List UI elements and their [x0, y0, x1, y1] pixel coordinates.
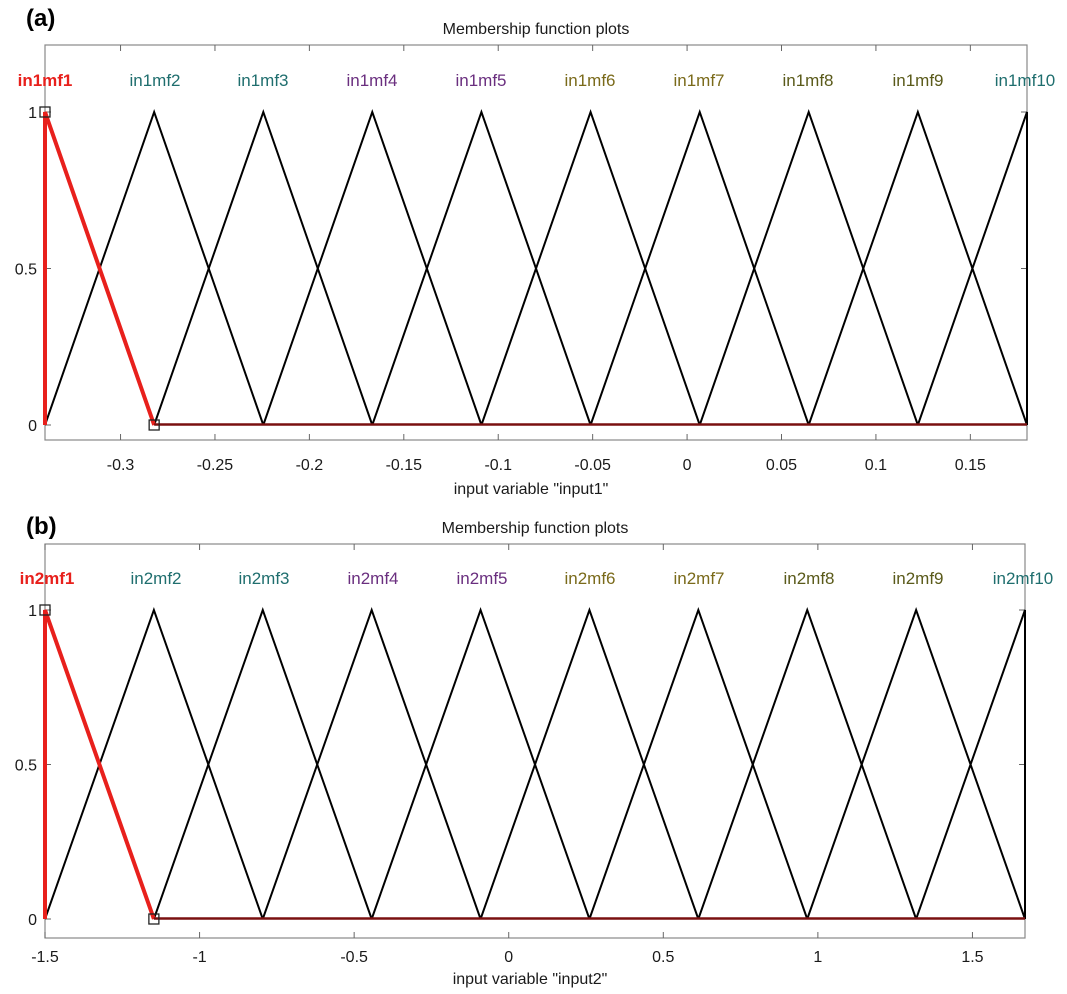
mf-name-label: in2mf9	[892, 569, 943, 588]
y-tick-label: 1	[28, 105, 37, 122]
x-tick-label: 0.05	[766, 457, 797, 474]
mf-curve-in2mf2	[44, 606, 264, 920]
selection-handle	[39, 604, 51, 616]
x-axis-label: input variable "input1"	[454, 481, 609, 498]
mf-name-label: in2mf1	[20, 569, 75, 588]
mf-name-label: in1mf1	[18, 71, 73, 90]
mf-name-label: in1mf2	[129, 71, 180, 90]
mf-name-label: in2mf5	[456, 569, 507, 588]
x-tick-label: -1.5	[31, 949, 59, 966]
mf-name-label: in2mf8	[783, 569, 834, 588]
mf-curve-in1mf5	[371, 108, 592, 426]
mf-curve-in2mf9	[806, 606, 1026, 920]
mf-curve-in1mf3	[153, 108, 374, 426]
mf-name-label: in1mf3	[237, 71, 288, 90]
mf-curve-in2mf4	[261, 606, 482, 920]
mf-curve-in1mf8	[698, 108, 919, 426]
plot-frame	[44, 543, 1026, 939]
mf-curve-in2mf5	[370, 606, 591, 920]
mf-name-label: in2mf7	[673, 569, 724, 588]
x-tick-label: 0	[504, 949, 513, 966]
x-tick-label: -0.3	[107, 457, 135, 474]
panel-label-b: (b)	[26, 513, 57, 540]
mf-curve-in1mf10	[916, 111, 1028, 426]
mf-name-label: in1mf4	[346, 71, 397, 90]
plot-frame	[44, 44, 1028, 441]
x-axis-label: input variable "input2"	[453, 971, 608, 988]
mf-name-label: in2mf3	[238, 569, 289, 588]
x-tick-label: 1.5	[961, 949, 983, 966]
x-tick-label: -0.1	[484, 457, 512, 474]
mf-name-label: in1mf8	[782, 71, 833, 90]
selection-handle	[39, 106, 51, 118]
mf-curve-in2mf10	[915, 609, 1026, 920]
mf-name-label: in1mf9	[892, 71, 943, 90]
x-tick-label: 0.15	[955, 457, 986, 474]
panel-label-a: (a)	[26, 5, 55, 32]
selection-handle	[148, 419, 160, 431]
mf-curve-in1mf4	[262, 108, 483, 426]
x-tick-label: -0.15	[386, 457, 423, 474]
mf-name-label: in2mf6	[564, 569, 615, 588]
x-tick-label: -0.25	[197, 457, 234, 474]
x-tick-label: 0	[683, 457, 692, 474]
mf-name-label: in2mf4	[347, 569, 398, 588]
plot-title: Membership function plots	[443, 21, 630, 38]
mf-curve-in2mf1	[43, 609, 156, 920]
y-tick-label: 1	[28, 603, 37, 620]
x-tick-label: 0.5	[652, 949, 674, 966]
x-tick-label: -0.5	[340, 949, 368, 966]
mf-curve-in1mf7	[589, 108, 810, 426]
x-tick-label: 1	[813, 949, 822, 966]
plot-title: Membership function plots	[442, 520, 629, 537]
x-tick-label: -0.05	[574, 457, 611, 474]
selection-handle	[148, 913, 160, 925]
mf-curve-in2mf7	[588, 606, 809, 920]
mf-curve-in2mf6	[479, 606, 700, 920]
mf-curve-in1mf2	[44, 108, 265, 426]
plot-panel-b: Membership function plots 0 0.5 1 -1.5 -1 -0.5…	[15, 520, 1053, 988]
x-tick-label: -0.2	[296, 457, 324, 474]
mf-name-label: in1mf5	[455, 71, 506, 90]
mf-name-label: in1mf6	[564, 71, 615, 90]
mf-name-label: in1mf10	[995, 71, 1055, 90]
x-tick-label: 0.1	[865, 457, 887, 474]
mf-name-label: in1mf7	[673, 71, 724, 90]
mf-curve-in2mf3	[152, 606, 373, 920]
x-tick-label: -1	[192, 949, 206, 966]
mf-curve-in1mf1	[43, 111, 157, 426]
mf-name-label: in2mf10	[993, 569, 1053, 588]
plot-panel-a: Membership function plots 0 0.5 1 -0.3 -0.25 -…	[15, 21, 1055, 498]
mf-name-label: in2mf2	[130, 569, 181, 588]
y-tick-label: 0.5	[15, 262, 37, 279]
y-tick-label: 0	[28, 912, 37, 929]
mf-curve-in2mf8	[697, 606, 918, 920]
y-tick-label: 0	[28, 418, 37, 435]
mf-curve-in1mf6	[480, 108, 701, 426]
mf-curve-in1mf9	[807, 108, 1028, 426]
y-tick-label: 0.5	[15, 758, 37, 775]
